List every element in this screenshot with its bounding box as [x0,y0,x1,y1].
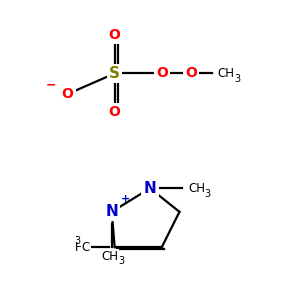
Text: −: − [46,79,57,92]
Text: CH: CH [101,250,118,262]
Text: N: N [144,181,156,196]
Text: O: O [109,28,121,42]
Text: O: O [156,66,168,80]
Text: S: S [109,66,120,81]
Text: 3: 3 [234,74,240,84]
Text: O: O [185,66,197,80]
Text: H: H [75,241,84,254]
Text: N: N [105,204,118,219]
Text: O: O [61,87,74,101]
Text: +: + [121,194,130,205]
Text: CH: CH [218,67,235,80]
Text: 3: 3 [74,236,80,246]
Text: 3: 3 [205,189,211,199]
Text: O: O [109,105,121,119]
Text: C: C [82,241,90,254]
Text: 3: 3 [118,256,124,266]
Text: CH: CH [188,182,205,195]
